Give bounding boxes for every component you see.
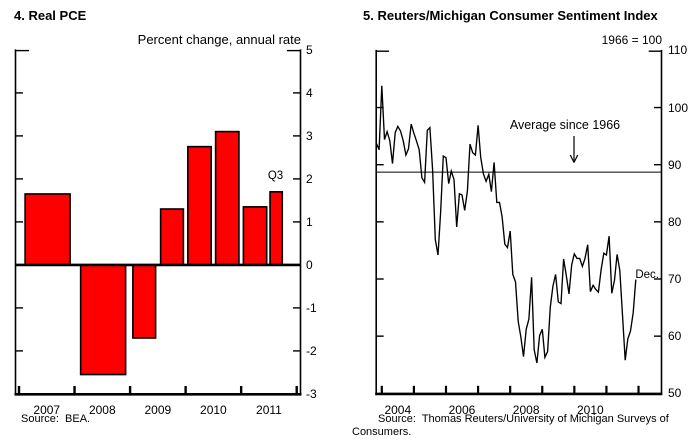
right-y-tick-label: 110 [668,43,688,58]
right-x-tick-label: 2010 [576,402,604,417]
q3-annotation: Q3 [267,170,284,182]
sentiment-line [375,85,637,364]
left-y-tick-label: -2 [306,343,317,358]
right-y-tick-label: 80 [668,214,682,229]
left-y-tick-label: 3 [306,128,313,143]
dec-annotation: Dec. [635,269,659,281]
right-chart-source-line1: Source: Thomas Reuters/University of Mic… [378,413,669,425]
pce-bar-2008 [79,264,127,376]
right-x-tick-label: 2004 [384,402,412,417]
left-y-tick-label: 4 [306,85,313,100]
pce-bar-2011:Q3 [269,191,284,266]
left-x-tick-label: 2009 [144,403,172,417]
left-chart-source: Source: BEA. [21,413,91,425]
average-line-annotation: Average since 1966 [509,118,621,132]
left-y-tick-label: 2 [306,171,313,186]
right-y-tick-label: 70 [668,272,682,286]
right-chart-source-line2: Consumers. [352,425,412,438]
right-y-tick-label: 60 [668,329,682,344]
right-y-tick-label: 90 [668,157,682,172]
left-y-tick-label: -3 [306,386,317,401]
left-y-tick-label: 0 [306,257,313,272]
right-y-tick-label: 100 [668,100,689,115]
left-y-tick-label: -1 [306,300,317,315]
left-x-tick-label: 2007 [33,403,61,417]
annotation-arrow-head [573,154,579,163]
right-chart-unit-label: 1966 = 100 [601,33,662,47]
left-x-tick-label: 2010 [200,403,227,417]
left-x-tick-label: 2008 [88,403,116,417]
pce-bar-2009:H2 [159,208,185,266]
right-x-tick-label: 2006 [448,402,476,417]
left-y-tick-label: 1 [306,214,313,229]
left-chart-unit-label: Percent change, annual rate [137,32,301,47]
left-y-tick-label: 5 [306,42,313,57]
pce-bar-2007 [24,193,71,266]
annotation-arrow-head [569,154,575,163]
left-x-tick-label: 2011 [256,403,282,417]
pce-bar-2010:H2 [214,130,240,266]
pce-bar-2011:H1 [242,206,268,266]
left-chart-title: 4. Real PCE [14,8,87,23]
right-y-tick-label: 50 [668,386,682,401]
right-chart-title: 5. Reuters/Michigan Consumer Sentiment I… [363,8,658,23]
pce-bar-2010:H1 [187,145,212,266]
right-x-tick-label: 2008 [512,402,540,417]
pce-bar-2009:H1 [132,264,157,339]
